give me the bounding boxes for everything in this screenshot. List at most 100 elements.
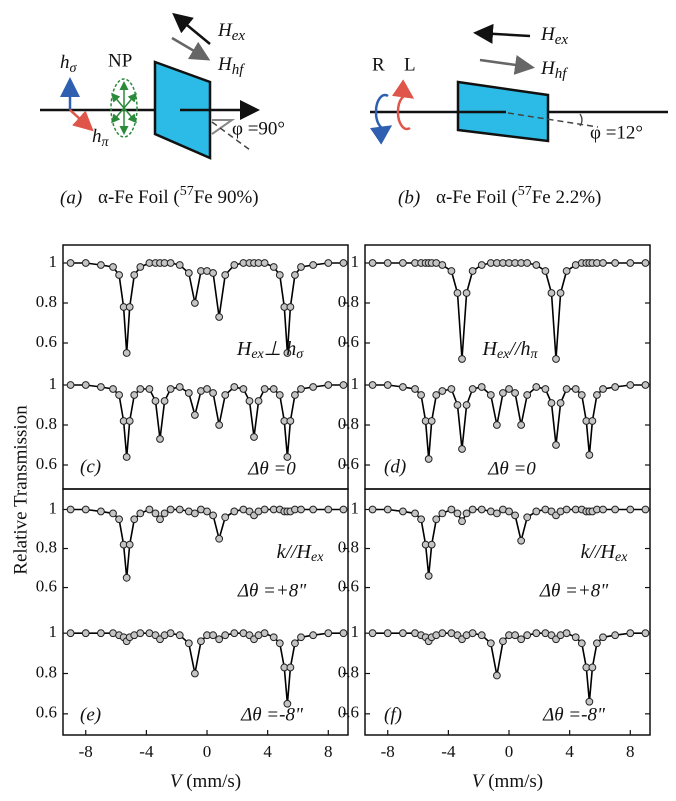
x-tick-label: 8 xyxy=(626,742,635,761)
data-point xyxy=(541,385,550,393)
data-point xyxy=(215,421,224,429)
data-point xyxy=(398,383,407,391)
data-point xyxy=(556,399,565,407)
data-point xyxy=(125,540,134,549)
data-point xyxy=(245,397,254,405)
data-point xyxy=(577,391,586,399)
x-tick-label: 0 xyxy=(203,742,212,761)
data-point xyxy=(309,631,318,640)
data-point xyxy=(383,505,392,514)
data-point xyxy=(250,433,258,441)
data-point xyxy=(286,663,295,672)
data-point xyxy=(383,259,392,267)
data-point xyxy=(438,629,447,638)
data-point xyxy=(81,505,90,514)
x-tick-label: 4 xyxy=(565,742,574,761)
data-point xyxy=(160,397,169,405)
data-point xyxy=(324,505,333,514)
panel-frame xyxy=(364,488,651,736)
annotation-text: ⊥ h xyxy=(264,338,296,360)
data-point xyxy=(81,381,90,389)
data-point xyxy=(398,629,407,638)
data-point xyxy=(209,511,217,520)
data-point xyxy=(136,385,145,393)
condition: Δθ =0 xyxy=(487,458,536,479)
data-point xyxy=(260,505,269,514)
data-point xyxy=(209,631,217,640)
data-point xyxy=(562,267,571,275)
diagram-b: R L Hex Hhf φ =12° (b) α-Fe Foil (57Fe 2… xyxy=(369,23,668,208)
annotation: k//Hex xyxy=(581,541,629,566)
data-point xyxy=(599,505,607,514)
data-point xyxy=(175,261,184,269)
hex-arrow xyxy=(172,12,211,45)
data-point xyxy=(151,397,160,405)
x-axis-label-part: V xyxy=(170,771,184,792)
data-point xyxy=(588,417,597,425)
y-tick-label: 0.8 xyxy=(36,662,57,681)
data-point xyxy=(552,441,560,449)
x-tick-label: 8 xyxy=(324,742,333,761)
data-point xyxy=(221,391,230,399)
data-point xyxy=(215,313,224,321)
data-point xyxy=(438,509,447,518)
annotation-sub: σ xyxy=(296,347,304,362)
data-point xyxy=(66,505,75,514)
x-tick-label: 0 xyxy=(505,742,514,761)
data-point xyxy=(432,391,441,399)
data-point xyxy=(641,381,650,389)
data-point xyxy=(221,631,230,640)
data-point xyxy=(383,381,392,389)
data-point xyxy=(230,629,239,638)
y-tick-label: 0.6 xyxy=(338,576,359,595)
hhf-arrow xyxy=(479,55,535,75)
data-point xyxy=(593,639,601,648)
y-tick-label: 0.8 xyxy=(36,414,57,433)
panel-frames xyxy=(62,244,651,736)
data-point xyxy=(81,259,90,267)
data-point xyxy=(283,453,292,461)
data-point xyxy=(297,263,305,271)
data-point xyxy=(458,517,466,526)
data-point xyxy=(297,385,305,393)
data-point xyxy=(599,633,607,642)
x-tick-label: -8 xyxy=(381,742,395,761)
panel-frame xyxy=(62,244,349,490)
data-point xyxy=(368,505,377,514)
annotation-sub: ex xyxy=(615,550,628,565)
data-point xyxy=(324,629,333,638)
annotation: k//Hex xyxy=(277,541,325,566)
l-label: L xyxy=(404,54,416,75)
data-point xyxy=(175,631,184,640)
data-point xyxy=(291,639,299,648)
data-point xyxy=(571,633,580,642)
fit-line xyxy=(70,262,344,354)
l-polarization xyxy=(391,79,415,131)
data-point xyxy=(221,513,230,522)
data-point xyxy=(499,637,507,646)
data-point xyxy=(230,261,239,269)
data-point xyxy=(398,507,407,516)
condition: Δθ =+8" xyxy=(539,580,609,601)
data-point xyxy=(203,385,211,393)
data-point xyxy=(197,637,205,646)
data-point xyxy=(230,383,239,391)
data-point xyxy=(458,355,466,363)
data-point xyxy=(309,505,318,514)
r-label: R xyxy=(372,54,385,75)
data-point xyxy=(136,263,145,271)
data-point xyxy=(424,455,433,463)
data-point xyxy=(477,631,486,640)
annotation-text: //h xyxy=(508,338,530,360)
phi-label: φ =90° xyxy=(232,118,285,139)
r-polarization xyxy=(369,93,393,145)
data-point xyxy=(398,259,407,267)
angle-arc xyxy=(579,113,583,127)
data-point xyxy=(190,509,199,518)
data-point xyxy=(523,391,532,399)
data-point xyxy=(511,389,519,397)
data-point xyxy=(468,505,477,514)
y-axis-label: Relative Transmission xyxy=(10,405,31,575)
y-tick-label: 0.6 xyxy=(36,703,57,722)
data-point xyxy=(438,387,447,395)
